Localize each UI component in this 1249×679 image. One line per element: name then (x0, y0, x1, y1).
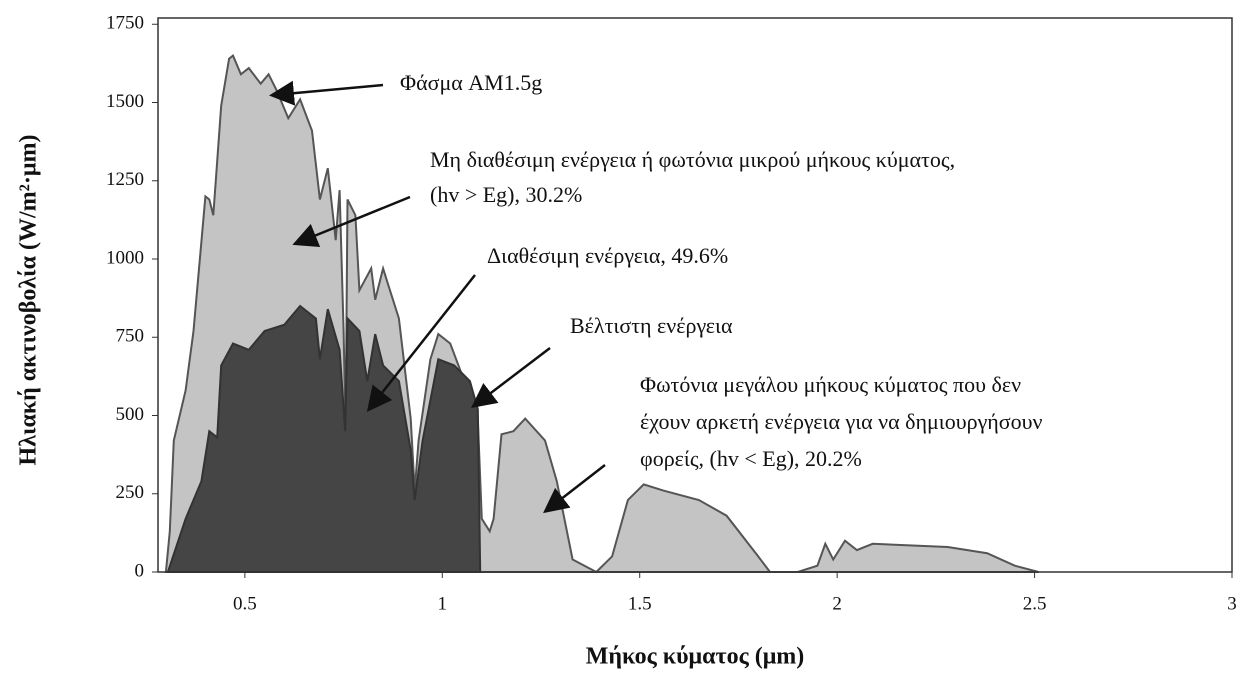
annotation: (hv > Eg), 30.2% (430, 182, 582, 207)
x-tick-label: 1 (438, 593, 448, 614)
y-tick-label: 1500 (106, 91, 144, 112)
annotation-arrow (269, 80, 384, 106)
annotation: Φάσμα AM1.5g (400, 70, 542, 95)
y-tick-label: 750 (116, 326, 145, 347)
x-axis-label: Μήκος κύματος (μm) (586, 644, 805, 670)
annotation: έχουν αρκετή ενέργεια για να δημιουργήσο… (640, 409, 1043, 434)
annotation: Φωτόνια μεγάλου μήκους κύματος που δεν (640, 372, 1021, 397)
annotation: Βέλτιστη ενέργεια (570, 313, 733, 338)
y-tick-label: 250 (116, 482, 145, 503)
area (166, 304, 482, 573)
annotation-arrow (471, 347, 551, 409)
x-tick-label: 1.5 (628, 593, 652, 614)
annotation-arrow (366, 274, 476, 412)
x-tick-label: 2 (832, 593, 842, 614)
annotation: Μη διαθέσιμη ενέργεια ή φωτόνια μικρού μ… (430, 147, 955, 172)
y-tick-label: 0 (135, 560, 145, 581)
x-tick-label: 0.5 (233, 593, 257, 614)
x-tick-label: 2.5 (1023, 593, 1047, 614)
annotation: φορείς, (hv < Eg), 20.2% (640, 446, 862, 471)
y-tick-label: 1250 (106, 169, 144, 190)
x-tick-label: 3 (1227, 593, 1237, 614)
y-tick-label: 1000 (106, 247, 144, 268)
y-axis-label: Ηλιακή ακτινοβολία (W/m²·μm) (16, 135, 42, 466)
y-tick-label: 1750 (106, 13, 144, 34)
y-tick-label: 500 (116, 404, 145, 425)
annotation-arrow (543, 464, 606, 514)
plot-frame (157, 17, 1233, 573)
annotation-arrow (292, 195, 411, 248)
annotation: Διαθέσιμη ενέργεια, 49.6% (487, 243, 728, 268)
